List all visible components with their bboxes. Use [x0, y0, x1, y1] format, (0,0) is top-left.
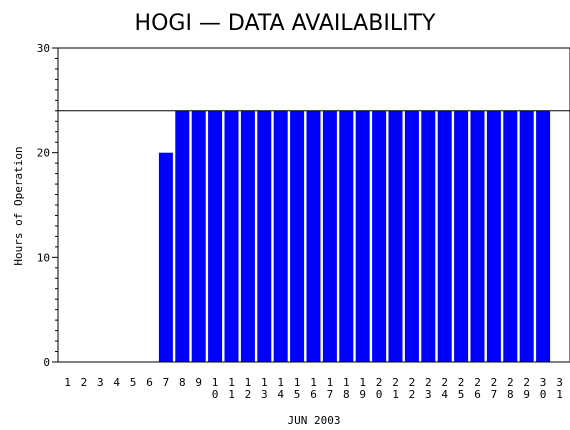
- x-tick-label: 1: [228, 376, 235, 389]
- x-tick-label: 6: [310, 388, 317, 401]
- x-tick-label: 1: [359, 376, 366, 389]
- x-tick-label: 0: [376, 388, 383, 401]
- x-tick-label: 1: [556, 388, 563, 401]
- x-tick-label: 2: [245, 388, 252, 401]
- x-tick-label: 3: [540, 376, 547, 389]
- x-tick-label: 4: [277, 388, 284, 401]
- y-axis: 0 10 20 30: [37, 42, 58, 369]
- x-tick-label: 2: [409, 388, 416, 401]
- bar-day-15: [290, 110, 305, 362]
- x-axis-label: JUN 2003: [288, 414, 341, 427]
- x-tick-label: 4: [441, 388, 448, 401]
- bar-day-21: [388, 110, 403, 362]
- bar-day-22: [404, 110, 419, 362]
- x-tick-label: 1: [294, 376, 301, 389]
- x-tick-label: 2: [523, 376, 530, 389]
- y-tick-label: 10: [37, 251, 50, 264]
- x-tick-label: 3: [97, 376, 104, 389]
- y-tick-label: 0: [43, 356, 50, 369]
- x-tick-label: 9: [523, 388, 530, 401]
- bar-day-30: [536, 110, 551, 362]
- bar-day-25: [454, 110, 469, 362]
- x-tick-label: 8: [507, 388, 514, 401]
- x-tick-label: 1: [310, 376, 317, 389]
- bar-day-28: [503, 110, 518, 362]
- x-tick-label: 8: [343, 388, 350, 401]
- bar-day-17: [322, 110, 337, 362]
- x-axis: 1 2 3 4 5 6 7 8 9 1011121314151617181920212223242…: [64, 376, 563, 401]
- x-tick-label: 5: [294, 388, 301, 401]
- bar-day-29: [519, 110, 534, 362]
- x-tick-label: 1: [228, 388, 235, 401]
- x-tick-label: 2: [392, 376, 399, 389]
- x-tick-label: 2: [491, 376, 498, 389]
- plot-frame: [57, 47, 570, 363]
- x-tick-label: 2: [425, 376, 432, 389]
- y-tick-label: 30: [37, 42, 50, 55]
- y-axis-label: Hours of Operation: [12, 146, 25, 265]
- bars-layer: [158, 110, 551, 362]
- x-tick-label: 1: [64, 376, 71, 389]
- x-tick-label: 8: [179, 376, 186, 389]
- bar-day-26: [470, 110, 485, 362]
- x-tick-label: 1: [343, 376, 350, 389]
- bar-day-10: [208, 110, 223, 362]
- x-tick-label: 1: [327, 376, 334, 389]
- bar-day-24: [437, 110, 452, 362]
- x-tick-label: 4: [113, 376, 120, 389]
- x-tick-label: 2: [376, 376, 383, 389]
- bar-day-23: [421, 110, 436, 362]
- x-tick-label: 5: [130, 376, 137, 389]
- x-tick-label: 3: [556, 376, 563, 389]
- x-tick-label: 6: [474, 388, 481, 401]
- x-tick-label: 2: [441, 376, 448, 389]
- x-tick-label: 6: [146, 376, 153, 389]
- x-tick-label: 3: [425, 388, 432, 401]
- bar-day-8: [175, 110, 190, 362]
- x-tick-label: 5: [458, 388, 465, 401]
- x-tick-label: 2: [474, 376, 481, 389]
- bar-day-13: [257, 110, 272, 362]
- x-tick-label: 2: [409, 376, 416, 389]
- x-tick-label: 1: [392, 388, 399, 401]
- bar-day-9: [191, 110, 206, 362]
- x-tick-label: 0: [212, 388, 219, 401]
- x-tick-label: 1: [212, 376, 219, 389]
- bar-day-19: [355, 110, 370, 362]
- bar-day-27: [486, 110, 501, 362]
- x-tick-label: 0: [540, 388, 547, 401]
- bar-day-12: [240, 110, 255, 362]
- x-tick-label: 1: [245, 376, 252, 389]
- x-tick-label: 1: [261, 376, 268, 389]
- x-tick-label: 3: [261, 388, 268, 401]
- bar-day-7: [158, 152, 173, 362]
- bar-day-11: [224, 110, 239, 362]
- x-tick-label: 7: [327, 388, 334, 401]
- x-tick-label: 2: [81, 376, 88, 389]
- x-tick-label: 7: [491, 388, 498, 401]
- bar-day-20: [372, 110, 387, 362]
- bar-day-16: [306, 110, 321, 362]
- y-tick-label: 20: [37, 147, 50, 160]
- chart-title: HOGI — DATA AVAILABILITY: [135, 11, 436, 36]
- bar-day-18: [339, 110, 354, 362]
- x-tick-label: 9: [195, 376, 202, 389]
- x-tick-label: 2: [458, 376, 465, 389]
- bar-day-14: [273, 110, 288, 362]
- x-tick-label: 2: [507, 376, 514, 389]
- x-tick-label: 9: [359, 388, 366, 401]
- x-tick-label: 1: [277, 376, 284, 389]
- x-tick-label: 7: [163, 376, 170, 389]
